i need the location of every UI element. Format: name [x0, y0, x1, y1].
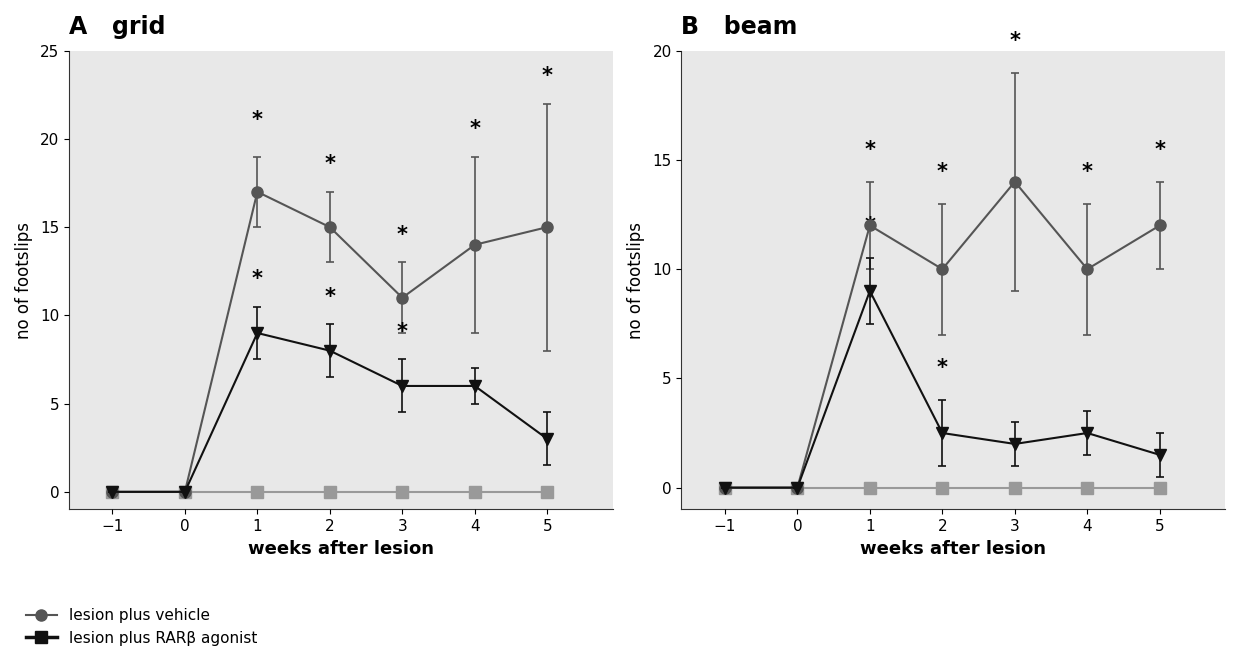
Y-axis label: no of footslips: no of footslips — [627, 222, 646, 338]
Text: *: * — [864, 216, 875, 236]
Text: B   beam: B beam — [682, 15, 797, 39]
Text: *: * — [1009, 31, 1021, 51]
Text: *: * — [1081, 162, 1092, 182]
Text: *: * — [469, 119, 480, 139]
Text: *: * — [937, 358, 947, 378]
X-axis label: weeks after lesion: weeks after lesion — [248, 539, 434, 557]
Text: *: * — [252, 269, 263, 289]
Y-axis label: no of footslips: no of footslips — [15, 222, 33, 338]
Legend: lesion plus vehicle, lesion plus RARβ agonist: lesion plus vehicle, lesion plus RARβ ag… — [20, 602, 263, 652]
Text: *: * — [542, 66, 553, 86]
Text: *: * — [325, 286, 335, 306]
X-axis label: weeks after lesion: weeks after lesion — [861, 539, 1047, 557]
Text: *: * — [252, 110, 263, 130]
Text: *: * — [937, 162, 947, 182]
Text: A   grid: A grid — [69, 15, 165, 39]
Text: *: * — [397, 322, 408, 342]
Text: *: * — [397, 225, 408, 245]
Text: *: * — [864, 140, 875, 160]
Text: *: * — [1154, 140, 1166, 160]
Text: *: * — [325, 155, 335, 174]
